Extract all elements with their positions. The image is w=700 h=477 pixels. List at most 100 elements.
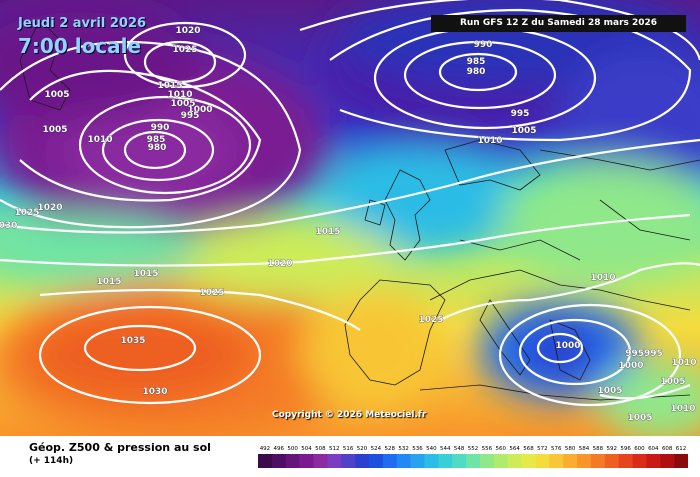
isobar-label: 1010 bbox=[87, 135, 112, 145]
forecast-time: 7:00 locale bbox=[18, 34, 142, 58]
isobar-label: 1025 bbox=[418, 315, 443, 325]
copyright-text: Copyright © 2026 Meteociel.fr bbox=[272, 410, 427, 420]
legend-swatch bbox=[368, 454, 384, 468]
legend-tick: 600 bbox=[634, 446, 645, 452]
legend-swatch bbox=[438, 454, 453, 468]
isobar-label: 1005 bbox=[627, 413, 652, 423]
legend-swatch bbox=[646, 454, 661, 468]
legend-swatch bbox=[327, 454, 342, 468]
legend-swatch bbox=[285, 454, 300, 468]
isobar-label: 985 bbox=[467, 57, 486, 67]
legend-tick: 516 bbox=[343, 446, 354, 452]
forecast-offset: (+ 114h) bbox=[29, 456, 74, 466]
isobar-label: 990 bbox=[151, 123, 170, 133]
legend-swatch bbox=[313, 454, 328, 468]
legend-swatch bbox=[271, 454, 287, 468]
isobar-label: 995 bbox=[511, 109, 530, 119]
isobar-label: 995 bbox=[181, 111, 200, 121]
legend-swatch bbox=[466, 454, 481, 468]
legend-tick: 596 bbox=[620, 446, 631, 452]
legend-swatch bbox=[424, 454, 439, 468]
legend-tick: 544 bbox=[440, 446, 451, 452]
z500-field bbox=[0, 0, 700, 436]
isobar-label: 1030 bbox=[142, 387, 167, 397]
legend-tick: 496 bbox=[274, 446, 285, 452]
legend-tick: 572 bbox=[537, 446, 548, 452]
legend-tick: 532 bbox=[398, 446, 409, 452]
legend-swatch bbox=[521, 454, 536, 468]
legend-tick: 540 bbox=[426, 446, 437, 452]
isobar-label: 1020 bbox=[37, 203, 62, 213]
legend-swatch bbox=[410, 454, 425, 468]
legend-swatch bbox=[452, 454, 467, 468]
isobar-label: 1015 bbox=[157, 81, 182, 91]
legend-tick: 520 bbox=[357, 446, 368, 452]
isobar-label: 1005 bbox=[44, 90, 69, 100]
isobar-label: 1020 bbox=[175, 26, 200, 36]
isobar-label: 030 bbox=[0, 221, 17, 231]
isobar-label: 1025 bbox=[199, 288, 224, 298]
legend-tick: 512 bbox=[329, 446, 340, 452]
isobar-label: 1010 bbox=[671, 358, 696, 368]
legend-tick: 504 bbox=[301, 446, 312, 452]
legend-tick: 524 bbox=[371, 446, 382, 452]
legend-tick: 576 bbox=[551, 446, 562, 452]
isobar-label: 990 bbox=[474, 40, 493, 50]
isobar-label: 1005 bbox=[170, 99, 195, 109]
run-label: Run GFS 12 Z du Samedi 28 mars 2026 bbox=[431, 15, 686, 32]
legend-swatch bbox=[549, 454, 564, 468]
legend-tick: 560 bbox=[495, 446, 506, 452]
legend-swatch bbox=[604, 454, 619, 468]
legend-swatch bbox=[632, 454, 647, 468]
legend-tick: 564 bbox=[509, 446, 520, 452]
map-title: Géop. Z500 & pression au sol bbox=[29, 441, 211, 454]
legend-tick: 552 bbox=[468, 446, 479, 452]
legend-tick: 548 bbox=[454, 446, 465, 452]
legend-swatch bbox=[479, 454, 495, 468]
isobar-label: 1010 bbox=[477, 136, 502, 146]
forecast-date: Jeudi 2 avril 2026 bbox=[18, 16, 147, 31]
legend-swatch bbox=[674, 454, 688, 468]
isobar-label: 1020 bbox=[267, 259, 292, 269]
legend-tick: 536 bbox=[412, 446, 423, 452]
isobar-label: 1005 bbox=[511, 126, 536, 136]
legend-tick: 604 bbox=[648, 446, 659, 452]
isobar-label: 1035 bbox=[120, 336, 145, 346]
legend-tick: 580 bbox=[565, 446, 576, 452]
isobar-label: 1005 bbox=[42, 125, 67, 135]
legend-swatch bbox=[577, 454, 592, 468]
isobar-label: 1000 bbox=[555, 341, 580, 351]
color-scale: 492 496 500 504 508 512 516 520 524 528 532 536 540 5… bbox=[258, 446, 688, 468]
isobar-label: 980 bbox=[467, 67, 486, 77]
isobar-label: 1025 bbox=[172, 45, 197, 55]
legend-swatch bbox=[382, 454, 398, 468]
isobar-label: 1010 bbox=[670, 404, 695, 414]
legend-tick: 556 bbox=[482, 446, 493, 452]
legend-swatch bbox=[258, 454, 273, 468]
legend-tick: 592 bbox=[606, 446, 617, 452]
legend-swatch bbox=[396, 454, 411, 468]
isobar-label: 1015 bbox=[133, 269, 158, 279]
legend-swatch bbox=[341, 454, 356, 468]
legend-tick: 588 bbox=[593, 446, 604, 452]
legend-tick: 500 bbox=[287, 446, 298, 452]
legend-tick: 508 bbox=[315, 446, 326, 452]
legend-swatch bbox=[355, 454, 370, 468]
legend-tick: 568 bbox=[523, 446, 534, 452]
legend-swatch bbox=[493, 454, 508, 468]
legend-swatch bbox=[563, 454, 578, 468]
isobar-label: 1010 bbox=[590, 273, 615, 283]
legend-tick: 528 bbox=[385, 446, 396, 452]
legend-tick: 584 bbox=[579, 446, 590, 452]
isobar-label: 995995 bbox=[625, 349, 663, 359]
isobar-label: 1000 bbox=[618, 361, 643, 371]
legend-swatch bbox=[535, 454, 550, 468]
isobar-label: 1005 bbox=[597, 386, 622, 396]
legend-swatch bbox=[660, 454, 675, 468]
legend-tick: 608 bbox=[662, 446, 673, 452]
legend-tick: 612 bbox=[676, 446, 687, 452]
isobar-label: 1005 bbox=[660, 377, 685, 387]
legend-swatch bbox=[507, 454, 522, 468]
legend-swatch bbox=[590, 454, 606, 468]
